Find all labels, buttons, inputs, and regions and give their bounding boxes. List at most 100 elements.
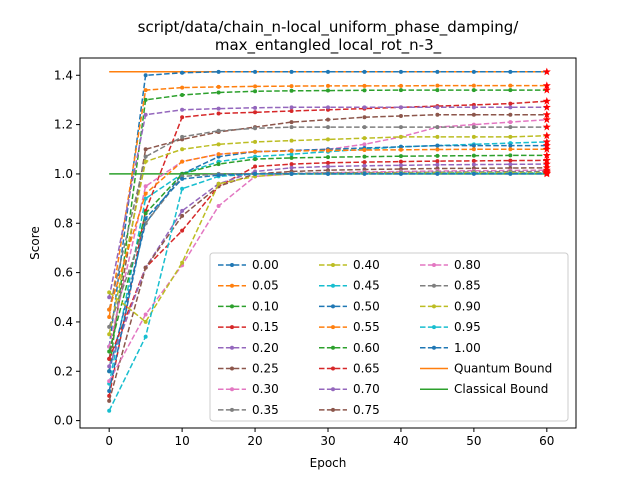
series-0.05: [107, 81, 551, 319]
legend-item-0.70: 0.70: [319, 382, 380, 396]
legend-label: 0.35: [252, 403, 279, 417]
data-point: [435, 112, 440, 117]
y-axis-label: Score: [28, 226, 42, 260]
data-point: [435, 69, 440, 74]
data-point: [216, 106, 221, 111]
legend-label: 0.15: [252, 320, 279, 334]
data-point: [435, 105, 440, 110]
data-point: [471, 147, 476, 152]
data-point: [398, 171, 403, 176]
final-point-star: [542, 131, 551, 140]
data-point: [326, 88, 330, 93]
data-point: [216, 162, 221, 167]
data-point: [508, 105, 513, 110]
plot-content: [107, 67, 551, 413]
data-point: [471, 143, 476, 148]
data-point: [107, 332, 112, 337]
legend-item-0.50: 0.50: [319, 299, 380, 313]
legend-marker: [331, 387, 335, 392]
data-point: [143, 73, 148, 78]
data-point: [326, 164, 330, 169]
data-point: [216, 173, 221, 178]
x-tick-label: 0: [105, 434, 113, 448]
series-0.00: [107, 67, 551, 349]
legend-marker: [331, 283, 335, 288]
data-point: [435, 171, 440, 176]
data-point: [289, 84, 294, 89]
data-point: [289, 148, 294, 153]
data-point: [508, 143, 513, 148]
y-tick-label: 0.0: [54, 414, 73, 428]
legend-label: 0.45: [353, 279, 380, 293]
data-point: [107, 349, 112, 354]
data-point: [398, 163, 403, 168]
final-point-star: [542, 67, 551, 76]
data-point: [326, 125, 330, 130]
data-point: [435, 88, 440, 93]
data-point: [435, 134, 440, 139]
data-point: [289, 162, 294, 167]
data-point: [289, 138, 294, 143]
data-point: [107, 290, 112, 295]
data-point: [253, 171, 258, 176]
legend-item-0.10: 0.10: [218, 299, 279, 313]
legend-item-Classical Bound: Classical Bound: [420, 382, 548, 396]
data-point: [398, 69, 403, 74]
final-point-star: [542, 145, 551, 153]
data-point: [143, 147, 148, 152]
legend-label: 0.30: [252, 382, 279, 396]
legend-label: 0.10: [252, 299, 279, 313]
data-point: [216, 152, 221, 157]
data-point: [471, 162, 476, 167]
data-point: [180, 115, 185, 120]
legend-box: [209, 252, 569, 422]
data-point: [362, 125, 367, 130]
legend-marker: [432, 263, 436, 267]
data-point: [289, 152, 294, 157]
data-point: [362, 142, 367, 147]
legend-item-0.15: 0.15: [218, 320, 279, 334]
data-point: [143, 154, 148, 159]
legend-marker: [432, 283, 436, 288]
legend-marker: [230, 263, 234, 267]
data-point: [143, 265, 148, 270]
final-point-star: [542, 169, 551, 178]
x-tick-label: 30: [320, 434, 335, 448]
legend-item-0.65: 0.65: [319, 362, 380, 376]
legend-label: 0.95: [454, 320, 481, 334]
final-point-star: [542, 115, 551, 124]
data-point: [216, 69, 221, 74]
data-point: [180, 70, 185, 75]
data-point: [362, 69, 367, 74]
data-point: [216, 181, 221, 186]
legend-marker: [230, 366, 234, 371]
legend-label: 1.00: [454, 341, 481, 355]
data-point: [508, 112, 513, 117]
data-point: [107, 356, 112, 361]
data-point: [362, 88, 367, 93]
data-point: [471, 69, 476, 74]
legend-label: 0.90: [454, 299, 481, 313]
data-point: [107, 389, 112, 393]
x-tick-label: 60: [539, 434, 554, 448]
data-point: [398, 125, 403, 130]
data-point: [143, 112, 148, 117]
legend-marker: [331, 325, 335, 330]
legend-label: 0.65: [353, 362, 380, 376]
data-point: [143, 216, 148, 221]
legend-item-0.85: 0.85: [420, 279, 481, 293]
data-point: [508, 120, 513, 125]
data-point: [508, 125, 513, 130]
legend: 0.00 0.05 0.10 0.15 0.20 0.25 0.30 0.35 0.40 0.45…: [209, 252, 569, 422]
data-point: [180, 208, 185, 213]
legend-marker: [230, 407, 234, 412]
final-point-star: [542, 97, 551, 105]
data-point: [362, 83, 367, 88]
data-point: [180, 176, 185, 181]
data-point: [216, 128, 221, 133]
legend-marker: [331, 407, 335, 412]
data-point: [289, 155, 294, 160]
data-point: [289, 69, 294, 74]
data-point: [143, 211, 148, 216]
